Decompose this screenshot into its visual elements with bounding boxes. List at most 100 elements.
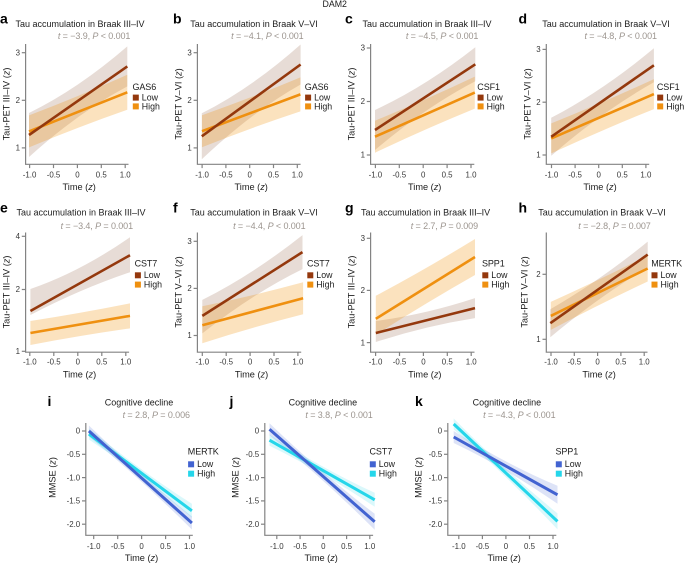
svg-text:1: 1: [536, 335, 540, 344]
svg-text:-2.0: -2.0: [67, 520, 81, 529]
svg-text:-1.0: -1.0: [544, 358, 558, 367]
svg-text:-2.0: -2.0: [429, 520, 443, 529]
svg-text:Tau-PET V–VI (z): Tau-PET V–VI (z): [523, 68, 533, 139]
svg-text:c: c: [345, 11, 353, 27]
svg-text:-1.0: -1.0: [23, 171, 37, 180]
svg-text:Low: Low: [491, 270, 508, 280]
svg-text:DAM2: DAM2: [322, 0, 347, 9]
svg-text:Low: Low: [314, 92, 331, 102]
svg-text:1: 1: [361, 338, 365, 347]
svg-text:0.5: 0.5: [617, 171, 629, 180]
svg-text:GAS6: GAS6: [305, 82, 329, 92]
svg-text:t = −4.4, P < 0.001: t = −4.4, P < 0.001: [233, 221, 306, 231]
svg-text:0: 0: [438, 427, 443, 436]
svg-text:Tau-PET V–VI (z): Tau-PET V–VI (z): [520, 256, 530, 327]
svg-text:Low: Low: [666, 92, 683, 102]
svg-text:t = −3.4, P = 0.001: t = −3.4, P = 0.001: [61, 221, 134, 231]
svg-text:3: 3: [361, 44, 366, 53]
svg-text:0.5: 0.5: [269, 358, 281, 367]
svg-text:-1.5: -1.5: [246, 497, 260, 506]
svg-text:1.0: 1.0: [548, 542, 560, 551]
svg-text:0.5: 0.5: [96, 171, 108, 180]
svg-text:1: 1: [16, 144, 20, 153]
svg-text:0: 0: [504, 542, 509, 551]
svg-text:2: 2: [187, 284, 191, 293]
svg-text:3: 3: [16, 48, 21, 57]
svg-text:MERTK: MERTK: [188, 446, 219, 456]
svg-text:-1.0: -1.0: [87, 542, 101, 551]
svg-text:0.5: 0.5: [615, 358, 627, 367]
svg-text:GAS6: GAS6: [133, 82, 157, 92]
svg-text:f: f: [173, 200, 178, 216]
svg-text:Tau accumulation in Braak III–: Tau accumulation in Braak III–IV: [15, 19, 144, 29]
svg-text:t = −4.5, P < 0.001: t = −4.5, P < 0.001: [406, 31, 479, 41]
svg-text:0: 0: [248, 358, 253, 367]
svg-text:0.5: 0.5: [268, 171, 280, 180]
svg-text:Time (z): Time (z): [408, 369, 441, 379]
svg-text:Tau accumulation in Braak V–VI: Tau accumulation in Braak V–VI: [538, 208, 666, 218]
svg-text:1.0: 1.0: [640, 171, 652, 180]
svg-text:Tau-PET III–IV (z): Tau-PET III–IV (z): [1, 256, 11, 329]
svg-text:1: 1: [187, 331, 191, 340]
svg-text:CSF1: CSF1: [477, 82, 500, 92]
svg-text:Low: Low: [565, 459, 582, 469]
svg-text:Low: Low: [661, 270, 678, 280]
svg-text:0: 0: [255, 427, 260, 436]
svg-text:-0.5: -0.5: [293, 542, 307, 551]
svg-text:0.5: 0.5: [341, 542, 353, 551]
svg-text:h: h: [519, 200, 528, 216]
svg-text:MMSE (z): MMSE (z): [48, 457, 58, 498]
svg-text:1: 1: [16, 347, 20, 356]
svg-text:MERTK: MERTK: [651, 259, 682, 269]
svg-text:0: 0: [76, 427, 81, 436]
svg-text:High: High: [661, 279, 679, 289]
svg-text:1: 1: [187, 144, 191, 153]
svg-text:CST7: CST7: [135, 259, 158, 269]
svg-text:e: e: [0, 200, 8, 216]
svg-text:-0.5: -0.5: [219, 358, 233, 367]
svg-text:Tau-PET III–IV (z): Tau-PET III–IV (z): [1, 68, 11, 141]
svg-text:t = 2.8, P = 0.006: t = 2.8, P = 0.006: [123, 410, 190, 420]
svg-text:0: 0: [75, 171, 80, 180]
svg-text:0: 0: [421, 358, 426, 367]
svg-text:i: i: [48, 393, 52, 409]
svg-text:0: 0: [597, 171, 602, 180]
svg-text:Cognitive decline: Cognitive decline: [105, 398, 174, 408]
svg-text:-1.5: -1.5: [429, 497, 443, 506]
svg-text:-1.0: -1.0: [195, 171, 209, 180]
svg-text:High: High: [314, 101, 332, 111]
svg-text:1.0: 1.0: [364, 542, 376, 551]
svg-text:Tau accumulation in Braak V–VI: Tau accumulation in Braak V–VI: [190, 19, 318, 29]
svg-text:-1.0: -1.0: [452, 542, 466, 551]
svg-text:Time (z): Time (z): [488, 553, 521, 563]
svg-text:Time (z): Time (z): [63, 369, 96, 379]
svg-text:Tau accumulation in Braak III–: Tau accumulation in Braak III–IV: [361, 208, 490, 218]
svg-text:1.0: 1.0: [466, 171, 478, 180]
svg-text:3: 3: [187, 48, 192, 57]
svg-text:Low: Low: [316, 270, 333, 280]
svg-text:t = 3.8, P < 0.001: t = 3.8, P < 0.001: [305, 410, 372, 420]
svg-text:2: 2: [361, 286, 365, 295]
svg-text:High: High: [666, 101, 684, 111]
svg-text:-1.0: -1.0: [369, 171, 383, 180]
svg-text:Time (z): Time (z): [235, 182, 268, 192]
svg-text:-1.0: -1.0: [195, 358, 209, 367]
svg-text:1.0: 1.0: [120, 358, 132, 367]
svg-text:2: 2: [187, 96, 191, 105]
svg-text:High: High: [144, 279, 162, 289]
svg-text:0.5: 0.5: [96, 358, 108, 367]
svg-text:-1.0: -1.0: [23, 358, 37, 367]
svg-text:-0.5: -0.5: [111, 542, 125, 551]
svg-text:-0.5: -0.5: [392, 171, 406, 180]
svg-text:CST7: CST7: [370, 446, 393, 456]
svg-text:-1.5: -1.5: [67, 497, 81, 506]
svg-text:MMSE (z): MMSE (z): [414, 457, 424, 498]
svg-text:1.0: 1.0: [639, 358, 651, 367]
svg-text:t = 2.7, P = 0.009: t = 2.7, P = 0.009: [411, 221, 478, 231]
svg-text:-1.0: -1.0: [545, 171, 559, 180]
svg-text:1: 1: [536, 151, 540, 160]
svg-text:t = −2.8, P = 0.007: t = −2.8, P = 0.007: [578, 221, 651, 231]
svg-text:-0.5: -0.5: [47, 358, 61, 367]
svg-text:t = −4.3, P < 0.001: t = −4.3, P < 0.001: [483, 410, 556, 420]
svg-text:High: High: [142, 101, 160, 111]
